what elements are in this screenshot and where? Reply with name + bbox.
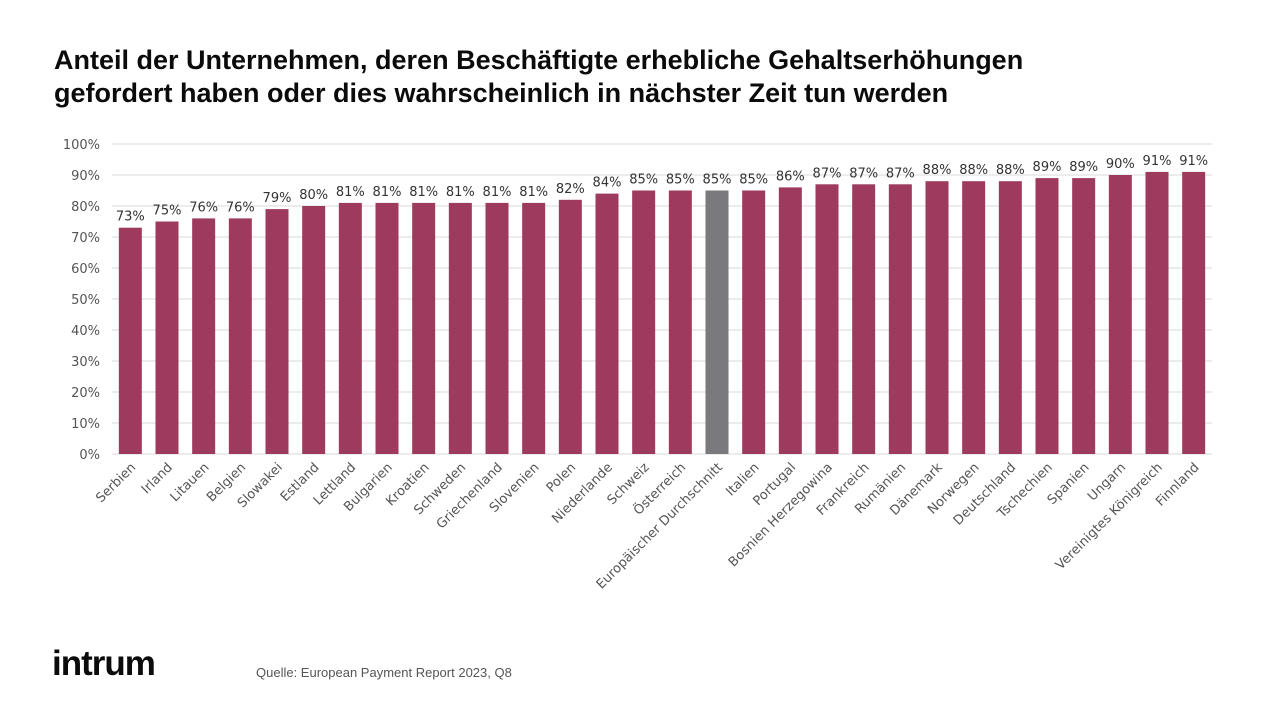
bar <box>485 202 509 454</box>
y-tick-label: 80% <box>71 200 100 215</box>
bar <box>925 181 949 454</box>
bar <box>632 190 656 454</box>
bar <box>705 190 729 454</box>
y-tick-label: 60% <box>71 262 100 277</box>
data-label: 76% <box>226 200 255 215</box>
bar <box>228 218 252 454</box>
bar <box>338 202 362 454</box>
data-label: 88% <box>959 163 988 178</box>
data-label: 81% <box>483 185 512 200</box>
bar <box>558 199 582 454</box>
data-label: 87% <box>849 166 878 181</box>
chart-title: Anteil der Unternehmen, deren Beschäftig… <box>54 44 1234 110</box>
y-tick-label: 10% <box>71 417 100 432</box>
bar <box>1072 178 1096 454</box>
x-tick-label: Serbien <box>93 460 139 506</box>
bar <box>962 181 986 454</box>
bar <box>1035 178 1059 454</box>
bar <box>412 202 436 454</box>
bar <box>118 227 142 454</box>
bar <box>1145 171 1169 454</box>
data-label: 76% <box>189 200 218 215</box>
y-tick-label: 20% <box>71 386 100 401</box>
y-tick-label: 40% <box>71 324 100 339</box>
y-tick-label: 70% <box>71 231 100 246</box>
data-label: 81% <box>409 185 438 200</box>
chart-title-line-2: gefordert haben oder dies wahrscheinlich… <box>54 78 949 108</box>
data-label: 85% <box>629 173 658 188</box>
data-label: 80% <box>299 188 328 203</box>
bar <box>302 206 326 454</box>
bar <box>448 202 472 454</box>
bar <box>1108 175 1132 454</box>
bar <box>815 184 839 455</box>
x-tick-label: Litauen <box>168 460 213 505</box>
data-label: 85% <box>666 173 695 188</box>
data-label: 88% <box>923 163 952 178</box>
y-tick-label: 100% <box>63 138 100 153</box>
source-note: Quelle: European Payment Report 2023, Q8 <box>256 665 512 680</box>
bar <box>522 202 546 454</box>
bar <box>778 187 802 454</box>
bar <box>595 193 619 454</box>
data-label: 86% <box>776 169 805 184</box>
data-label: 87% <box>886 166 915 181</box>
bar <box>1182 171 1206 454</box>
y-tick-label: 0% <box>79 448 100 463</box>
data-label: 89% <box>1069 160 1098 175</box>
bar <box>265 209 289 454</box>
bar-chart: 0% 10% 20% 30% 40% 50% 60% 70% 80% 90% 100% 73% Serb… <box>63 138 1212 592</box>
bar <box>888 184 912 455</box>
data-label: 84% <box>593 176 622 191</box>
y-tick-label: 90% <box>71 169 100 184</box>
bar <box>742 190 766 454</box>
data-label: 89% <box>1033 160 1062 175</box>
data-label: 81% <box>519 185 548 200</box>
data-label: 73% <box>116 210 145 225</box>
data-label: 85% <box>703 173 732 188</box>
bar <box>668 190 692 454</box>
data-label: 82% <box>556 182 585 197</box>
data-label: 75% <box>153 204 182 219</box>
data-label: 85% <box>739 173 768 188</box>
data-label: 81% <box>446 185 475 200</box>
bar <box>852 184 876 455</box>
bar <box>998 181 1022 454</box>
chart-title-line-1: Anteil der Unternehmen, deren Beschäftig… <box>54 45 1024 75</box>
data-label: 81% <box>336 185 365 200</box>
data-label: 90% <box>1106 157 1135 172</box>
data-label: 91% <box>1143 154 1172 169</box>
intrum-logo: intrum <box>52 644 156 683</box>
data-label: 88% <box>996 163 1025 178</box>
y-tick-label: 30% <box>71 355 100 370</box>
data-label: 91% <box>1179 154 1208 169</box>
data-label: 79% <box>263 191 292 206</box>
bar <box>155 221 179 454</box>
data-label: 87% <box>813 166 842 181</box>
data-label: 81% <box>373 185 402 200</box>
bar <box>192 218 216 454</box>
bar <box>375 202 399 454</box>
y-tick-label: 50% <box>71 293 100 308</box>
